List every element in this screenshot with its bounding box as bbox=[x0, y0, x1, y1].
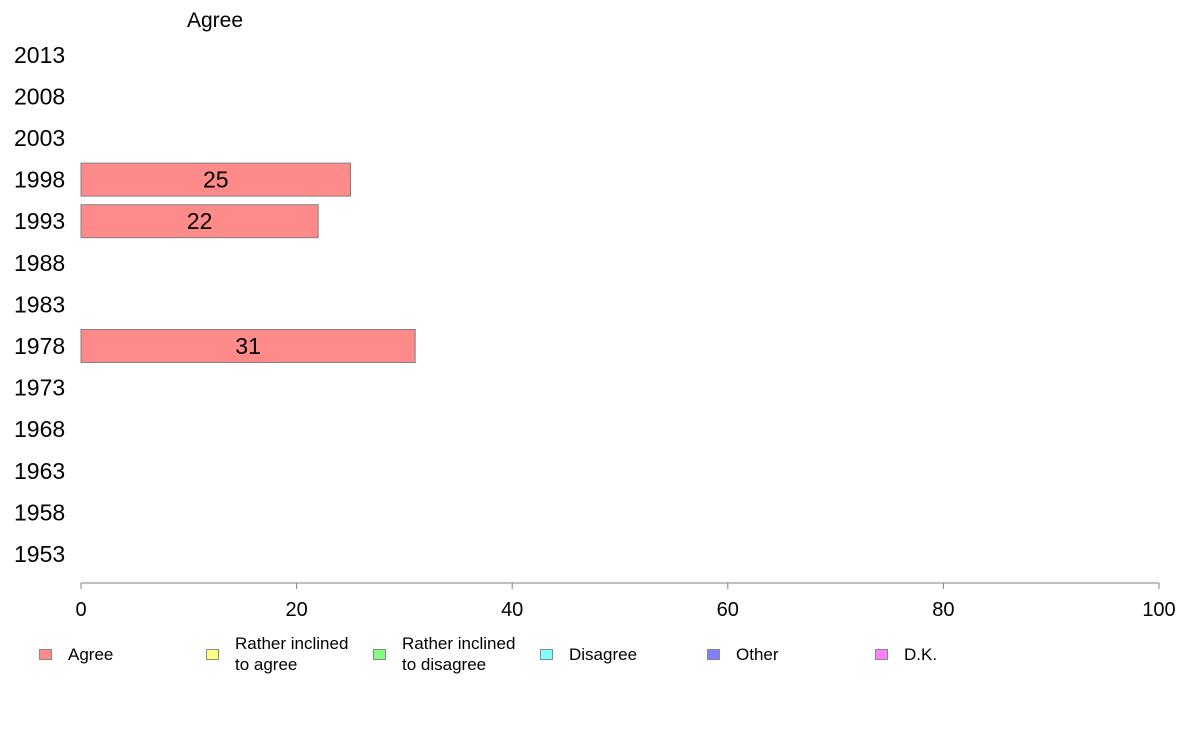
legend-item-other: Other bbox=[707, 632, 779, 676]
y-tick-label: 1988 bbox=[14, 250, 65, 276]
bar bbox=[80, 162, 351, 197]
legend: Agree Rather inclined to agree Rather in… bbox=[0, 632, 1188, 682]
legend-swatch-rather-inclined-to-agree bbox=[206, 648, 219, 660]
legend-label-other: Other bbox=[736, 644, 779, 664]
y-tick-label: 1963 bbox=[14, 458, 65, 484]
legend-label-disagree: Disagree bbox=[569, 644, 638, 664]
bar bbox=[80, 204, 319, 239]
bar-value-label: 22 bbox=[187, 208, 213, 234]
y-tick-label: 1993 bbox=[14, 208, 65, 234]
legend-label-agree: Agree bbox=[68, 644, 114, 664]
legend-label-rather-inclined-to-agree: Rather inclined to agree bbox=[235, 634, 349, 674]
legend-swatch-disagree bbox=[540, 648, 553, 660]
legend-item-disagree: Disagree bbox=[540, 632, 637, 676]
x-tick-label: 0 bbox=[75, 599, 86, 621]
bar bbox=[80, 329, 416, 363]
legend-item-rather-inclined-to-disagree: Rather inclined to disagree bbox=[373, 632, 515, 676]
y-tick-label: 2003 bbox=[14, 125, 65, 151]
y-tick-label: 2008 bbox=[14, 83, 65, 109]
bars: 25 22 31 bbox=[80, 162, 416, 363]
y-axis-labels: 2013 2008 2003 1998 1993 1988 1983 1978 1973 1968… bbox=[14, 42, 65, 567]
legend-item-dk: D.K. bbox=[875, 632, 937, 676]
legend-swatch-other bbox=[707, 648, 720, 660]
y-tick-label: 1953 bbox=[14, 541, 65, 567]
chart-title: Agree bbox=[187, 9, 243, 32]
y-tick-label: 1983 bbox=[14, 291, 65, 317]
x-tick-label: 20 bbox=[285, 599, 307, 621]
y-tick-label: 1998 bbox=[14, 167, 65, 193]
bar-value-label: 25 bbox=[203, 167, 229, 193]
x-tick-label: 60 bbox=[717, 599, 739, 621]
x-axis: 0 20 40 60 80 100 bbox=[75, 582, 1176, 621]
x-tick-label: 80 bbox=[932, 599, 954, 621]
legend-swatch-dk bbox=[875, 648, 888, 660]
y-tick-label: 1958 bbox=[14, 499, 65, 525]
bar-chart: Agree 2013 2008 2003 1998 1993 1988 1983 1978 19… bbox=[14, 9, 1176, 621]
legend-item-rather-inclined-to-agree: Rather inclined to agree bbox=[206, 632, 348, 676]
legend-label-rather-inclined-to-disagree: Rather inclined to disagree bbox=[402, 634, 516, 674]
legend-swatch-rather-inclined-to-disagree bbox=[373, 648, 386, 660]
x-tick-label: 40 bbox=[501, 599, 523, 621]
legend-swatch-agree bbox=[39, 648, 52, 660]
y-tick-label: 1968 bbox=[14, 416, 65, 442]
legend-item-agree: Agree bbox=[39, 632, 113, 676]
bar-value-label: 31 bbox=[235, 333, 261, 359]
x-tick-label: 100 bbox=[1142, 599, 1175, 621]
y-tick-label: 1973 bbox=[14, 375, 65, 401]
legend-label-dk: D.K. bbox=[904, 644, 938, 664]
y-tick-label: 2013 bbox=[14, 42, 65, 68]
y-tick-label: 1978 bbox=[14, 333, 65, 359]
